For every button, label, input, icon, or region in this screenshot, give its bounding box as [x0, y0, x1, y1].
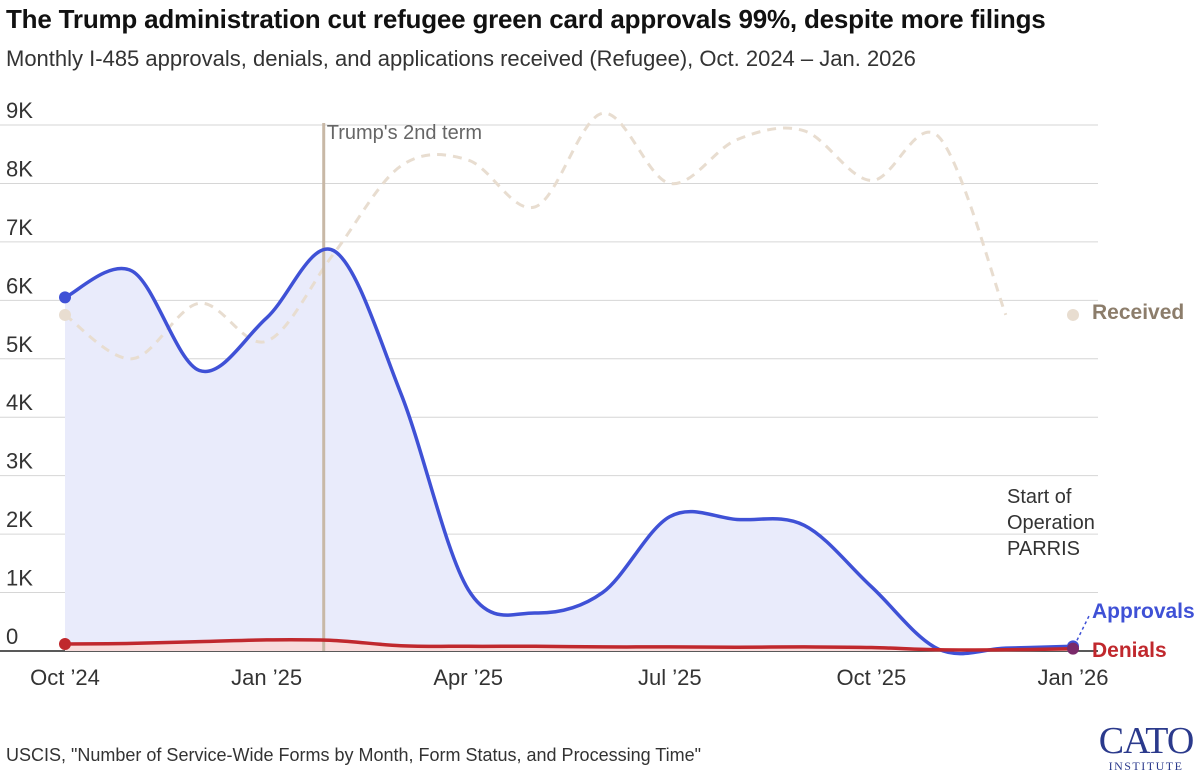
- received-end-dot: [1067, 308, 1079, 321]
- approvals-start-dot: [59, 291, 71, 304]
- x-tick-label: Oct ’24: [30, 665, 100, 690]
- logo-subtext: INSTITUTE: [1108, 759, 1184, 773]
- chart-title: The Trump administration cut refugee gre…: [6, 4, 1046, 34]
- received-series-label: Received: [1092, 301, 1184, 324]
- y-tick-label: 2K: [6, 507, 33, 532]
- x-tick-label: Oct ’25: [837, 665, 907, 690]
- parris-annotation-line: Operation: [1007, 512, 1095, 534]
- denials-start-dot: [59, 637, 71, 650]
- x-tick-label: Jan ’25: [231, 665, 302, 690]
- source-note: USCIS, "Number of Service-Wide Forms by …: [6, 745, 701, 765]
- x-tick-label: Jul ’25: [638, 665, 702, 690]
- y-tick-label: 8K: [6, 156, 33, 181]
- x-tick-label: Apr ’25: [433, 665, 503, 690]
- y-tick-label: 9K: [6, 98, 33, 123]
- approvals-label-leader: [1076, 615, 1090, 641]
- parris-annotation-line: PARRIS: [1007, 538, 1080, 560]
- denials-series-label: Denials: [1092, 639, 1167, 662]
- trump-term-annotation: Trump's 2nd term: [327, 122, 482, 144]
- approvals-area: [65, 248, 1073, 654]
- cato-logo: CATO INSTITUTE: [1098, 720, 1195, 774]
- logo-wordmark: CATO: [1098, 720, 1195, 762]
- received-start-dot: [59, 308, 71, 321]
- y-tick-label: 1K: [6, 566, 33, 591]
- y-tick-label: 7K: [6, 215, 33, 240]
- chart-subtitle: Monthly I-485 approvals, denials, and ap…: [6, 46, 916, 71]
- y-tick-label: 0: [6, 624, 18, 649]
- parris-annotation-line: Start of: [1007, 486, 1072, 508]
- denials-line: [64, 637, 1074, 652]
- received-line: [64, 111, 1008, 361]
- y-tick-label: 3K: [6, 449, 33, 474]
- y-tick-label: 4K: [6, 390, 33, 415]
- x-tick-label: Jan ’26: [1038, 665, 1109, 690]
- approvals-line: [64, 247, 1074, 656]
- approvals-series-label: Approvals: [1092, 600, 1195, 623]
- denials-end-dot: [1067, 642, 1079, 655]
- y-tick-label: 5K: [6, 332, 33, 357]
- y-tick-label: 6K: [6, 273, 33, 298]
